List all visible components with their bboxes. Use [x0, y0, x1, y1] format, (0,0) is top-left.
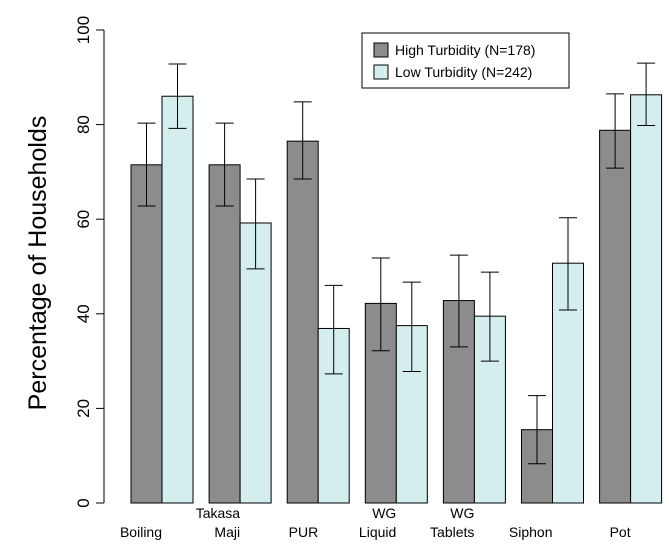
legend-box	[361, 32, 570, 89]
bar	[599, 129, 632, 504]
legend-swatch	[373, 64, 389, 80]
bar	[552, 262, 584, 504]
legend-label: High Turbidity (N=178)	[395, 42, 535, 58]
bar	[208, 164, 241, 504]
bar	[286, 140, 319, 504]
y-axis-label: Percentage of Households	[24, 116, 52, 411]
legend-swatch	[373, 42, 389, 58]
y-axis-ticks: 0 20 40 60 80 100	[74, 16, 104, 508]
category-label: Maji	[214, 524, 240, 540]
bar	[630, 94, 663, 504]
y-tick-label: 100	[74, 16, 93, 44]
category-label: Liquid	[359, 524, 396, 540]
bars-group	[130, 94, 663, 504]
y-tick-label: 60	[74, 210, 93, 229]
error-bars-group	[137, 62, 656, 465]
y-tick-label: 80	[74, 115, 93, 134]
category-label: Pot	[610, 524, 631, 540]
category-labels: Boiling Takasa Maji PUR WG Liquid WG Tablets Sip…	[120, 505, 631, 540]
category-label: Tablets	[430, 524, 474, 540]
category-label: WG	[450, 505, 474, 521]
category-label: PUR	[289, 524, 319, 540]
category-label: Takasa	[196, 505, 241, 521]
category-label: WG	[372, 505, 396, 521]
y-tick-label: 40	[74, 304, 93, 323]
bar	[239, 222, 272, 504]
bar	[130, 164, 163, 504]
legend-label: Low Turbidity (N=242)	[395, 64, 532, 80]
y-tick-label: 20	[74, 399, 93, 418]
bar	[161, 95, 194, 504]
y-tick-label: 0	[74, 498, 93, 507]
category-label: Boiling	[120, 524, 162, 540]
category-label: Siphon	[509, 524, 553, 540]
legend: High Turbidity (N=178) Low Turbidity (N=2…	[361, 32, 570, 89]
